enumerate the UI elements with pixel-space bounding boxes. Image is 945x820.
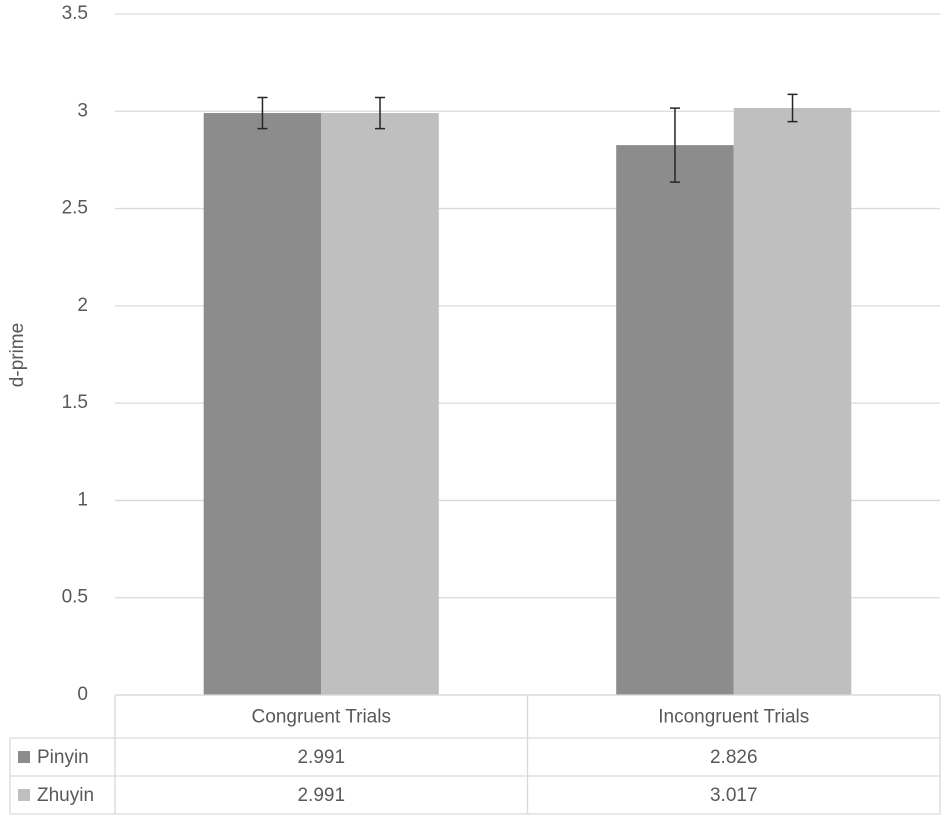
- legend-label: Zhuyin: [37, 785, 94, 806]
- error-bar: [375, 96, 386, 130]
- error-bar: [787, 93, 798, 123]
- legend-label: Pinyin: [37, 747, 89, 768]
- table-value: 2.991: [297, 747, 345, 768]
- bar: [321, 113, 439, 695]
- table-value: 2.991: [297, 785, 345, 806]
- table-value: 3.017: [710, 785, 758, 806]
- bar: [616, 145, 734, 696]
- y-tick-label: 3: [77, 100, 88, 121]
- y-tick-label: 1: [77, 489, 88, 510]
- x-tick-label: Congruent Trials: [252, 707, 391, 728]
- bar: [733, 107, 852, 695]
- legend-key: [18, 789, 30, 801]
- bar: [203, 113, 322, 695]
- error-bar: [669, 107, 680, 183]
- legend-key: [18, 751, 30, 763]
- error-bar: [257, 96, 268, 130]
- x-tick-label: Incongruent Trials: [658, 707, 809, 728]
- y-tick-label: 2.5: [62, 198, 88, 219]
- y-tick-label: 0.5: [62, 587, 88, 608]
- y-tick-label: 2: [77, 295, 88, 316]
- y-axis-label: d-prime: [7, 323, 28, 387]
- y-tick-label: 1.5: [62, 392, 88, 413]
- y-tick-label: 3.5: [62, 3, 88, 24]
- table-value: 2.826: [710, 747, 758, 768]
- y-tick-label: 0: [77, 684, 88, 705]
